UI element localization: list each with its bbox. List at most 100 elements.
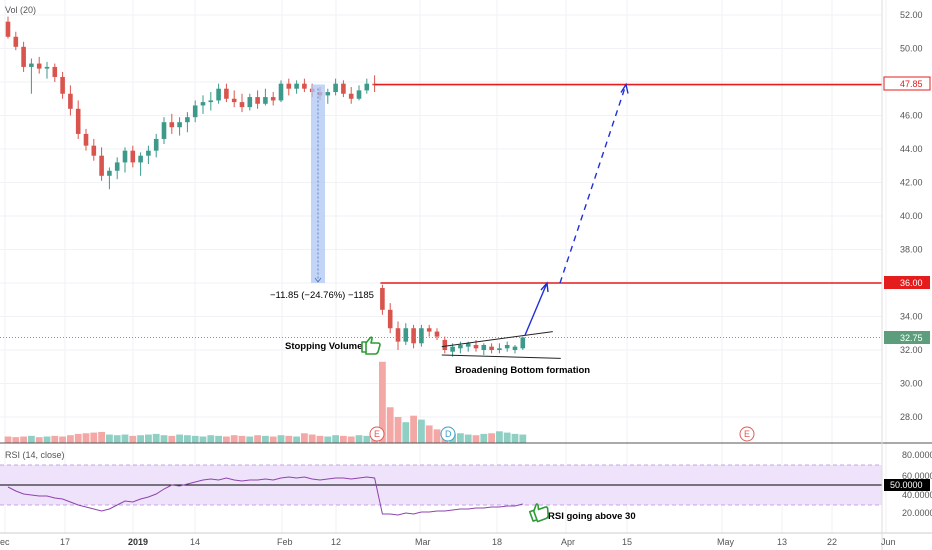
volume-bar (433, 429, 441, 443)
volume-bar (215, 435, 222, 443)
candle-body (458, 344, 463, 349)
volume-bar (176, 434, 183, 443)
candle-body (270, 97, 276, 101)
volume-bar (74, 433, 82, 443)
resistance-price-tag (884, 276, 930, 289)
last-price-tag (884, 331, 930, 344)
volume-bar (254, 435, 261, 443)
volume-bar (168, 435, 176, 443)
trendline-lower (441, 354, 561, 359)
candle-body (341, 83, 346, 94)
time-axis: ec 17 2019 14 Feb 12 Mar 18 Apr 15 May 1… (0, 537, 896, 547)
volume-indicator-label[interactable]: Vol (20) (5, 5, 36, 15)
time-tick: Apr (561, 537, 575, 547)
candle-body (286, 83, 292, 89)
volume-bar (503, 432, 511, 443)
volume-bar (464, 434, 472, 443)
time-tick: May (717, 537, 735, 547)
volume-bar (137, 435, 144, 443)
candle-body (442, 339, 448, 350)
volume-bar (98, 431, 105, 443)
target-price-tag-text: 47.85 (900, 79, 923, 89)
candle-body (325, 92, 331, 96)
volume-bars (4, 361, 527, 443)
resistance-price-tag-text: 36.00 (900, 278, 923, 288)
volume-bar (246, 436, 254, 443)
volume-bar (145, 434, 152, 443)
candle-body (426, 328, 432, 332)
volume-bar (496, 431, 503, 443)
candle-body (107, 170, 112, 176)
rsi-axis: 80.0000 60.0000 50.0000 40.0000 20.0000 (884, 450, 932, 518)
volume-bar (394, 417, 402, 443)
price-tick: 50.00 (900, 44, 923, 54)
candle-body (434, 331, 440, 337)
volume-bar (12, 437, 20, 443)
price-tick: 34.00 (900, 312, 923, 322)
volume-bar (410, 415, 417, 443)
volume-bar (316, 435, 324, 443)
volume-bar (238, 435, 246, 443)
time-tick: Feb (277, 537, 293, 547)
candle-body (403, 328, 409, 342)
candle-body (497, 348, 502, 350)
candle-body (177, 122, 182, 128)
rsi-midline-tag (884, 479, 930, 491)
candle-body (481, 344, 487, 350)
candle-body (52, 66, 58, 77)
candle-body (169, 122, 175, 128)
candle-body (364, 83, 370, 91)
candle-body (380, 288, 385, 310)
candle-body (294, 83, 299, 89)
candle-body (68, 93, 73, 109)
volume-bar (293, 436, 300, 443)
trendline-upper (441, 331, 553, 348)
dividend-event-marker[interactable]: D (440, 426, 456, 442)
target-price-tag (883, 76, 931, 91)
breakout-arrow (524, 282, 548, 337)
rsi-midline-tag-text: 50.0000 (890, 480, 923, 490)
candle-body (372, 83, 377, 86)
price-tick: 28.00 (900, 412, 923, 422)
drawings (0, 82, 882, 359)
volume-bar (379, 361, 386, 443)
rsi-indicator-label[interactable]: RSI (14, close) (5, 450, 65, 460)
volume-bar (4, 436, 12, 443)
volume-bar (43, 436, 51, 443)
rsi-note-label: RSI going above 30 (548, 511, 636, 522)
price-tick: 30.00 (900, 379, 923, 389)
time-tick: 2019 (128, 537, 148, 547)
breakout-arrow-head (540, 281, 549, 293)
volume-bar (207, 435, 215, 443)
volume-bar (106, 434, 113, 443)
volume-bar (184, 435, 191, 443)
volume-bar (199, 436, 207, 443)
volume-bar (121, 434, 129, 443)
time-tick: 12 (331, 537, 341, 547)
candle-body (387, 309, 393, 329)
stopping-volume-label: Stopping Volume (285, 341, 362, 352)
earnings-event-marker[interactable]: E (369, 426, 385, 442)
candle-body (278, 83, 284, 101)
time-tick: 17 (60, 537, 70, 547)
candle-body (44, 66, 50, 69)
volume-bar (51, 435, 59, 443)
candle-body (504, 344, 510, 349)
volume-bar (277, 435, 285, 443)
earnings-event-label: E (744, 429, 750, 439)
candle-body (411, 328, 416, 344)
candle-body (192, 105, 198, 118)
candles (5, 16, 526, 357)
candle-body (21, 46, 26, 67)
measure-label: −11.85 (−24.76%) −1185 (270, 290, 374, 301)
target-projection-arrow-head (620, 82, 629, 94)
volume-bar (82, 433, 90, 443)
measure-arrow-head (314, 277, 322, 283)
candle-body (161, 122, 167, 139)
earnings-event-marker[interactable]: E (739, 426, 755, 442)
candle-body (489, 346, 494, 350)
thumbs-up-icon (361, 336, 381, 355)
price-tick: 44.00 (900, 144, 923, 154)
volume-bar (152, 433, 160, 443)
